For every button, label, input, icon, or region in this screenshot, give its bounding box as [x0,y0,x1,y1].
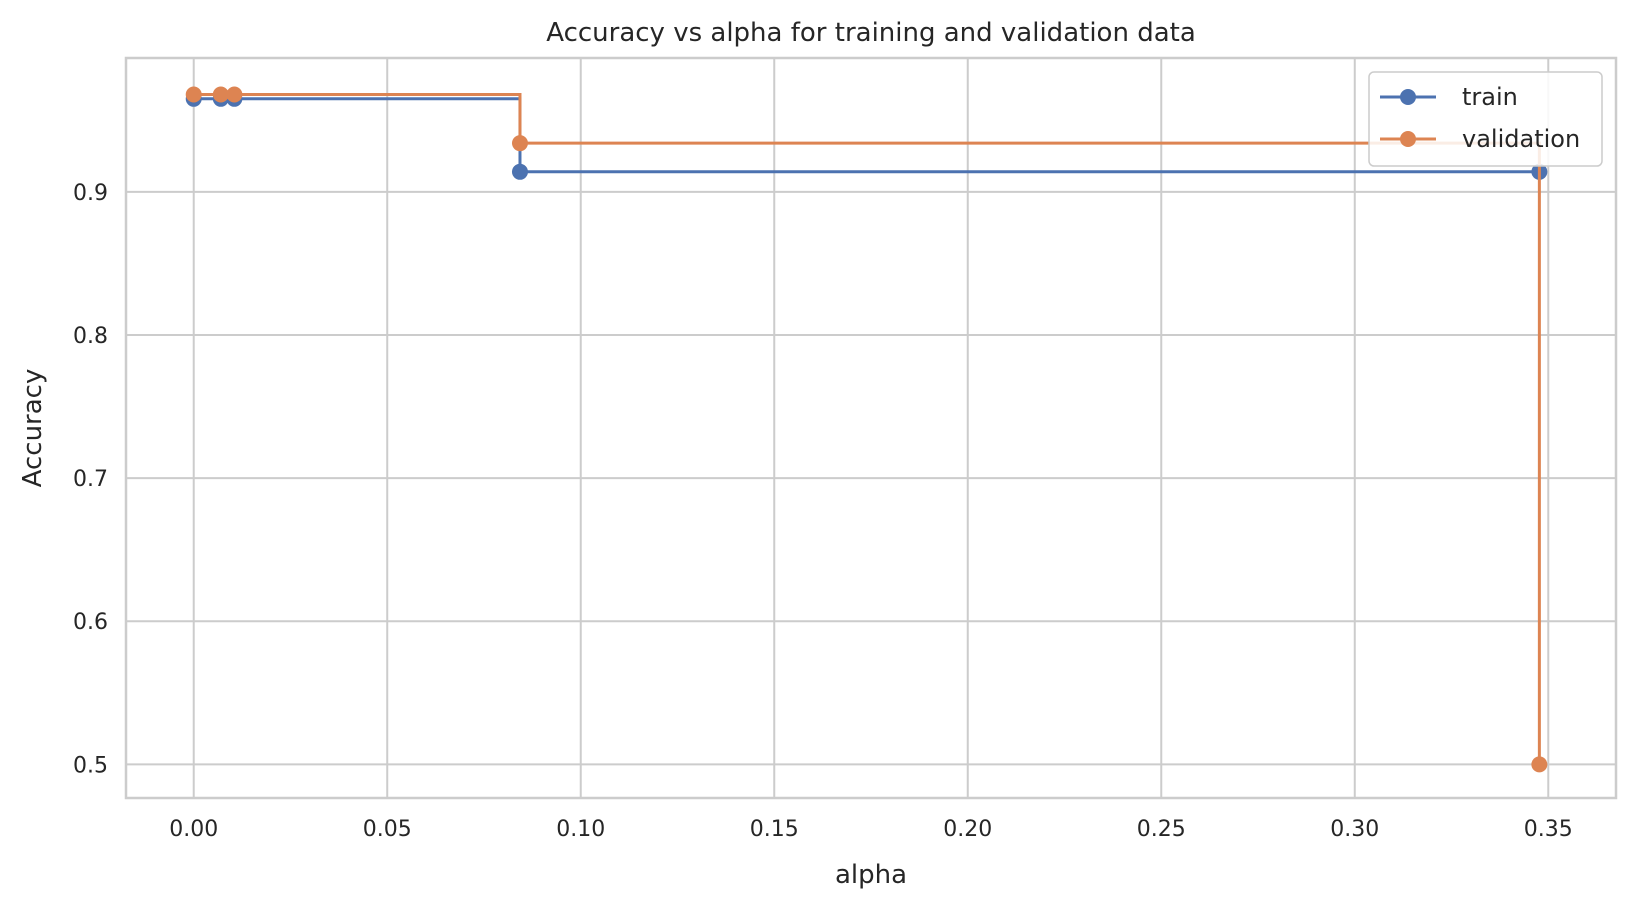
x-tick-label: 0.25 [1137,817,1186,842]
x-axis-label: alpha [835,860,907,890]
x-tick-label: 0.05 [363,817,412,842]
series-line-train [193,97,1540,174]
chart-title: Accuracy vs alpha for training and valid… [546,18,1196,48]
x-tick-label: 0.15 [750,817,799,842]
plot-frame [124,56,1618,800]
y-tick-label: 0.7 [73,467,108,492]
x-tick-label: 0.20 [943,817,992,842]
legend: train validation [1368,71,1603,167]
data-point-validation [212,86,229,103]
series-layer [185,86,1548,773]
legend-train-marker [1400,89,1416,105]
series-line-validation [193,92,1541,765]
data-point-validation [1531,756,1548,773]
series-validation [185,86,1548,773]
series-train [185,90,1548,180]
data-point-validation [226,86,243,103]
data-point-train [511,163,528,180]
legend-validation-marker [1400,131,1416,147]
x-tick-label: 0.35 [1524,817,1573,842]
tick-labels: 0.00 0.05 0.10 0.15 0.20 0.25 0.30 0.35 0.5 0.6 0.… [73,181,1573,842]
y-axis-label: Accuracy [18,369,48,488]
legend-validation-label: validation [1462,125,1580,153]
grid-lines [126,58,1616,798]
y-tick-label: 0.8 [73,324,108,349]
y-tick-label: 0.5 [73,753,108,778]
data-point-validation [185,86,202,103]
x-tick-label: 0.00 [169,817,218,842]
y-tick-label: 0.6 [73,610,108,635]
x-tick-label: 0.10 [556,817,605,842]
data-point-validation [511,135,528,152]
legend-train-label: train [1462,83,1518,111]
y-tick-label: 0.9 [73,181,108,206]
x-tick-label: 0.30 [1330,817,1379,842]
